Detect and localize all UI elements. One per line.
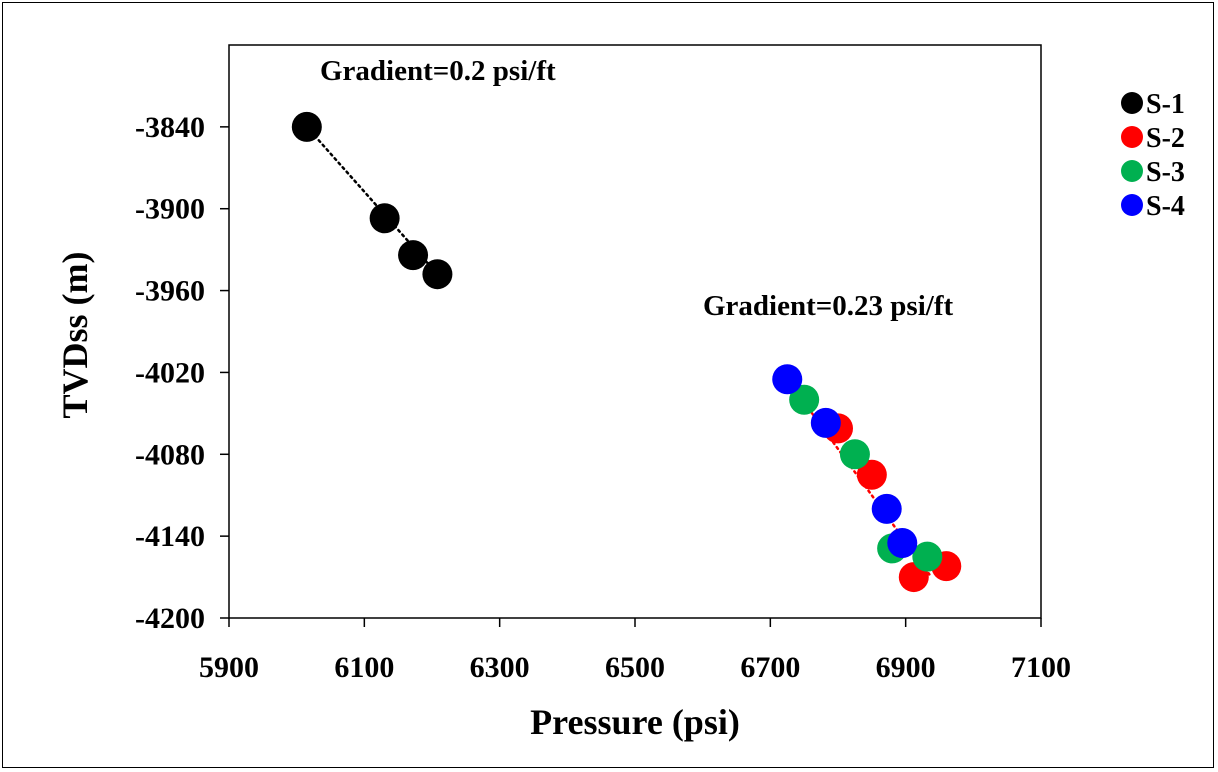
point-s-3-1 [789,384,820,415]
x-tick-label: 6500 [605,651,665,684]
y-tick-label: -3840 [135,111,205,144]
point-s-4-3 [871,493,902,524]
legend: S-1S-2S-3S-4 [1121,89,1185,222]
data-points [291,111,962,593]
y-tick-label: -4020 [135,356,205,389]
point-s-3-4 [912,541,943,572]
x-tick-label: 7100 [1011,651,1071,684]
y-tick-label: -4080 [135,438,205,471]
plot-area [228,44,1042,619]
point-s-1-2 [369,203,400,234]
y-tick-label: -3900 [135,193,205,226]
x-tick-label: 6700 [740,651,800,684]
annotation-gradient-s2-s4: Gradient=0.23 psi/ft [703,290,953,322]
y-tick-label: -4140 [135,520,205,553]
legend-label-s-4: S-4 [1146,191,1185,222]
y-axis-title: TVDss (m) [55,252,95,419]
point-s-1-4 [422,259,453,290]
point-s-4-1 [772,364,803,395]
legend-label-s-3: S-3 [1146,157,1185,188]
legend-marker-s-3 [1121,160,1143,182]
point-s-1-3 [398,240,429,271]
annotation-gradient-s1: Gradient=0.2 psi/ft [320,55,556,87]
legend-marker-s-1 [1121,92,1143,114]
trendlines [305,125,931,576]
legend-label-s-2: S-2 [1146,123,1185,154]
x-tick-label: 6300 [470,651,530,684]
point-s-3-2 [839,439,870,470]
y-tick-label: -3960 [135,275,205,308]
point-s-1-1 [291,111,322,142]
point-s-4-2 [810,407,841,438]
legend-marker-s-4 [1121,194,1143,216]
x-axis-title: Pressure (psi) [530,702,740,742]
x-tick-label: 6900 [876,651,936,684]
point-s-2-2 [856,459,887,490]
x-tick-label: 6100 [334,651,394,684]
x-tick-label: 5900 [199,651,259,684]
y-tick-label: -4200 [135,602,205,635]
point-s-4-4 [887,527,918,558]
plot-border [228,44,1042,619]
axes: 5900 6100 6300 6500 6700 6900 7100 -3840 -3900 -3… [135,111,1071,684]
legend-label-s-1: S-1 [1146,89,1185,120]
legend-marker-s-2 [1121,126,1143,148]
